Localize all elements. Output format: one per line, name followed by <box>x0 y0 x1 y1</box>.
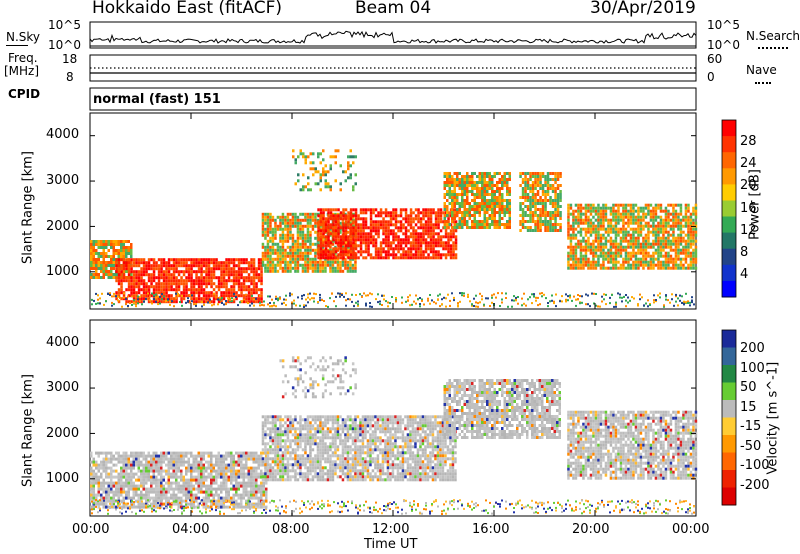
power-colorbar-tick: 16 <box>740 200 757 216</box>
power-colorbar-segment <box>722 120 736 137</box>
velocity-echo-region <box>90 451 268 509</box>
nsearch-label: N.Search <box>746 29 800 43</box>
nsky-trace <box>89 30 697 46</box>
power-echo-region <box>317 208 458 260</box>
power-echo-region <box>443 172 511 229</box>
nave-label: Nave <box>746 63 777 77</box>
x-tick: 04:00 <box>172 522 210 537</box>
power-colorbar-segment <box>722 136 736 153</box>
velocity-colorbar-tick: 15 <box>740 399 757 415</box>
velocity-colorbar-tick: -200 <box>740 477 770 493</box>
x-tick: 08:00 <box>272 522 310 537</box>
date-label: 30/Apr/2019 <box>590 0 696 18</box>
velocity-colorbar-segment <box>722 330 736 348</box>
velocity-echo-region <box>261 415 457 482</box>
velocity-echo-region <box>443 379 561 439</box>
velocity-colorbar-segment <box>722 417 736 436</box>
x-tick: 12:00 <box>372 522 410 537</box>
velocity-echo-region <box>567 410 698 480</box>
x-tick: 20:00 <box>572 522 610 537</box>
power-colorbar-segment <box>722 232 736 250</box>
freq-tick-low: 8 <box>66 70 74 84</box>
power-echo-region <box>261 212 357 273</box>
cpid-value: normal (fast) 151 <box>93 92 221 107</box>
x-tick: 16:00 <box>472 522 510 537</box>
x-axis-label: Time UT <box>364 537 418 552</box>
velocity-colorbar-segment <box>722 347 736 366</box>
velocity-colorbar-tick: 50 <box>740 380 757 396</box>
nave-tick-high: 60 <box>707 52 723 66</box>
beam-label: Beam 04 <box>355 0 432 18</box>
power-colorbar-tick: 12 <box>740 222 757 238</box>
power-ytick: 1000 <box>46 264 80 279</box>
power-ytick: 3000 <box>46 173 80 188</box>
velocity-colorbar-tick: 100 <box>740 360 765 376</box>
chart-title: Hokkaido East (fitACF) <box>92 0 283 18</box>
power-colorbar-frame <box>721 119 737 298</box>
velocity-colorbar-tick: 200 <box>740 341 765 357</box>
velocity-colorbar-frame <box>721 329 737 506</box>
velocity-ytick: 1000 <box>46 471 80 486</box>
velocity-ytick: 2000 <box>46 426 80 441</box>
freq-unit-label: [MHz] <box>4 64 40 78</box>
velocity-colorbar-tick: -100 <box>740 458 770 474</box>
nsky-panel <box>89 21 697 49</box>
velocity-colorbar-segment <box>722 435 736 453</box>
power-colorbar-segment <box>722 200 736 218</box>
velocity-near-range-noise <box>91 499 695 515</box>
power-echo-region <box>292 149 357 192</box>
power-colorbar-segment <box>722 248 736 266</box>
velocity-colorbar-segment <box>722 400 736 418</box>
power-colorbar-tick: 20 <box>740 178 757 194</box>
velocity-colorbar-segment <box>722 470 736 488</box>
nsky-legend-line <box>6 45 28 46</box>
power-colorbar-tick: 4 <box>740 266 749 282</box>
cpid-label: CPID <box>8 87 41 101</box>
power-colorbar-segment <box>722 280 736 298</box>
power-ytick: 2000 <box>46 219 80 234</box>
nsearch-tick-high: 10^5 <box>707 18 740 32</box>
velocity-echo-region <box>279 356 357 399</box>
nsky-label: N.Sky <box>6 30 41 44</box>
nave-tick-low: 0 <box>707 70 715 84</box>
nsky-tick-high: 10^5 <box>48 18 81 32</box>
nsearch-legend-line <box>758 47 788 49</box>
freq-label: Freq. <box>8 51 38 65</box>
velocity-ytick: 4000 <box>46 335 80 350</box>
power-echo-region <box>519 172 562 232</box>
cpid-panel <box>89 87 697 111</box>
power-colorbar-segment <box>722 216 736 234</box>
power-echo-region <box>567 203 698 270</box>
velocity-colorbar-segment <box>722 365 736 383</box>
x-tick: 00:00 <box>672 522 710 537</box>
power-colorbar-tick: 24 <box>740 156 757 172</box>
velocity-colorbar-segment <box>722 487 736 506</box>
x-tick: 00:00 <box>72 522 110 537</box>
power-colorbar-segment <box>722 264 736 282</box>
velocity-ytick: 3000 <box>46 380 80 395</box>
freq-tick-high: 18 <box>62 52 78 66</box>
nsearch-tick-low: 10^0 <box>707 38 740 52</box>
velocity-colorbar-tick: -15 <box>740 419 762 435</box>
velocity-colorbar-tick: -50 <box>740 438 762 454</box>
velocity-colorbar-segment <box>722 452 736 471</box>
nsky-tick-low: 10^0 <box>48 38 81 52</box>
power-colorbar-tick: 8 <box>740 244 749 260</box>
power-colorbar-segment <box>722 168 736 185</box>
power-ytick: 4000 <box>46 127 80 142</box>
nave-legend-line <box>755 82 771 84</box>
power-colorbar-tick: 28 <box>740 134 757 150</box>
freq-panel <box>89 54 697 82</box>
power-colorbar-segment <box>722 184 736 201</box>
velocity-colorbar-segment <box>722 382 736 401</box>
power-colorbar-segment <box>722 152 736 169</box>
power-near-range-noise <box>91 292 695 308</box>
